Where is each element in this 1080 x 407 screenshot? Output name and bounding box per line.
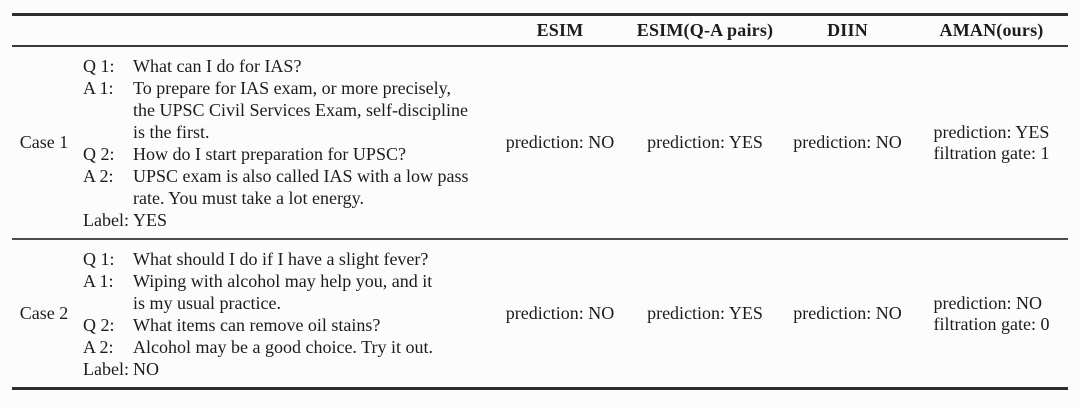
qa-prefix-a1: A 1:	[83, 77, 114, 98]
case-1-label: Case 1	[19, 132, 69, 152]
case-2-aman-prediction: prediction: NO	[933, 292, 1042, 313]
case-1-aman-block: prediction: YES filtration gate: 1	[934, 122, 1050, 164]
qa-text-q1: What should I do if I have a slight feve…	[133, 248, 429, 269]
qa-prefix-gold-label: Label:	[83, 209, 129, 230]
qa-text-q1: What can I do for IAS?	[133, 55, 302, 76]
case-study-table: ESIM ESIM(Q-A pairs) DIIN AMAN(ours) Cas…	[12, 13, 1068, 390]
qa-text-q2: How do I start preparation for UPSC?	[133, 143, 406, 164]
case-1-prediction-esim: prediction: NO	[505, 132, 615, 152]
qa-line-a1: A 1: To prepare for IAS exam, or more pr…	[83, 77, 486, 143]
qa-line-a1: A 1: Wiping with alcohol may help you, a…	[83, 270, 486, 314]
case-2-qa-block: Q 1: What should I do if I have a slight…	[76, 248, 490, 380]
qa-prefix-a2: A 2:	[83, 336, 114, 357]
qa-text-a1: Wiping with alcohol may help you, and it…	[133, 270, 433, 313]
case-1-prediction-esim-qa-pairs: prediction: YES	[647, 132, 763, 152]
qa-prefix-q2: Q 2:	[83, 143, 115, 164]
case-1-prediction-diin: prediction: NO	[793, 132, 902, 152]
case-2-prediction-aman-cell: prediction: NO filtration gate: 0	[915, 293, 1068, 335]
qa-line-q1: Q 1: What should I do if I have a slight…	[83, 248, 486, 270]
case-2-aman-filtration-gate: filtration gate: 0	[933, 313, 1050, 334]
qa-prefix-q1: Q 1:	[83, 55, 115, 76]
qa-prefix-a1: A 1:	[83, 270, 114, 291]
qa-line-q2: Q 2: What items can remove oil stains?	[83, 314, 486, 336]
table-header-row: ESIM ESIM(Q-A pairs) DIIN AMAN(ours)	[12, 16, 1068, 47]
qa-text-gold-label: NO	[133, 358, 159, 379]
qa-text-gold-label: YES	[133, 209, 168, 230]
qa-prefix-q1: Q 1:	[83, 248, 115, 269]
case-1-qa-block: Q 1: What can I do for IAS? A 1: To prep…	[76, 55, 490, 231]
qa-line-gold-label: Label: YES	[83, 209, 486, 231]
qa-prefix-a2: A 2:	[83, 165, 114, 186]
case-2-label: Case 2	[19, 303, 69, 323]
header-aman-ours: AMAN(ours)	[939, 20, 1044, 40]
qa-line-gold-label: Label: NO	[83, 358, 486, 380]
header-esim: ESIM	[536, 20, 584, 40]
qa-text-q2: What items can remove oil stains?	[133, 314, 381, 335]
case-1-aman-filtration-gate: filtration gate: 1	[933, 142, 1050, 163]
table-row-case-2: Case 2 Q 1: What should I do if I have a…	[12, 240, 1068, 387]
header-diin: DIIN	[827, 20, 868, 40]
qa-prefix-gold-label: Label:	[83, 358, 129, 379]
qa-line-q1: Q 1: What can I do for IAS?	[83, 55, 486, 77]
qa-prefix-q2: Q 2:	[83, 314, 115, 335]
qa-text-a1: To prepare for IAS exam, or more precise…	[133, 77, 468, 142]
case-2-prediction-diin: prediction: NO	[793, 303, 902, 323]
table-row-case-1: Case 1 Q 1: What can I do for IAS? A 1: …	[12, 47, 1068, 240]
case-2-aman-block: prediction: NO filtration gate: 0	[934, 293, 1050, 335]
case-1-aman-prediction: prediction: YES	[933, 121, 1050, 142]
qa-line-a2: A 2: Alcohol may be a good choice. Try i…	[83, 336, 486, 358]
case-2-prediction-esim-qa-pairs: prediction: YES	[647, 303, 763, 323]
qa-text-a2: Alcohol may be a good choice. Try it out…	[133, 336, 433, 357]
header-esim-qa-pairs: ESIM(Q-A pairs)	[636, 20, 774, 40]
qa-line-a2: A 2: UPSC exam is also called IAS with a…	[83, 165, 486, 209]
qa-line-q2: Q 2: How do I start preparation for UPSC…	[83, 143, 486, 165]
qa-text-a2: UPSC exam is also called IAS with a low …	[133, 165, 469, 208]
case-2-prediction-esim: prediction: NO	[505, 303, 615, 323]
case-1-prediction-aman-cell: prediction: YES filtration gate: 1	[915, 122, 1068, 164]
